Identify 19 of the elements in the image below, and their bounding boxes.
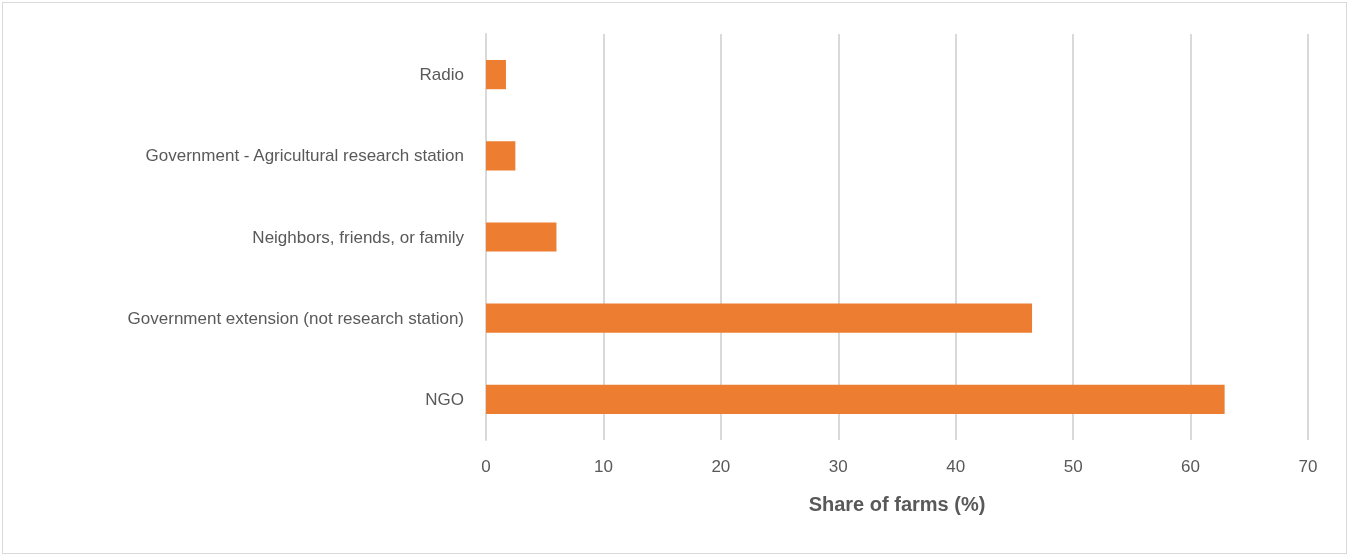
bar — [486, 222, 557, 252]
y-tick-label: NGO — [425, 389, 464, 409]
x-tick-label: 30 — [828, 457, 848, 476]
y-tick-label: Government extension (not research station) — [127, 308, 464, 328]
x-tick-label: 40 — [946, 457, 966, 476]
bar — [486, 59, 506, 90]
x-tick-label: 50 — [1063, 457, 1083, 476]
bar — [486, 384, 1225, 415]
x-tick-label: 60 — [1181, 457, 1201, 476]
bar — [486, 141, 516, 171]
y-tick-label: Neighbors, friends, or family — [252, 227, 465, 247]
x-tick-label: 20 — [711, 457, 731, 476]
y-tick-label: Radio — [419, 65, 464, 85]
x-tick-label: 70 — [1298, 457, 1318, 476]
x-axis-title: Share of farms (%) — [808, 493, 986, 515]
x-tick-label: 10 — [593, 457, 613, 476]
x-tick-label: 0 — [481, 457, 491, 476]
y-tick-label: Government - Agricultural research station — [145, 146, 464, 166]
bar — [486, 303, 1033, 333]
